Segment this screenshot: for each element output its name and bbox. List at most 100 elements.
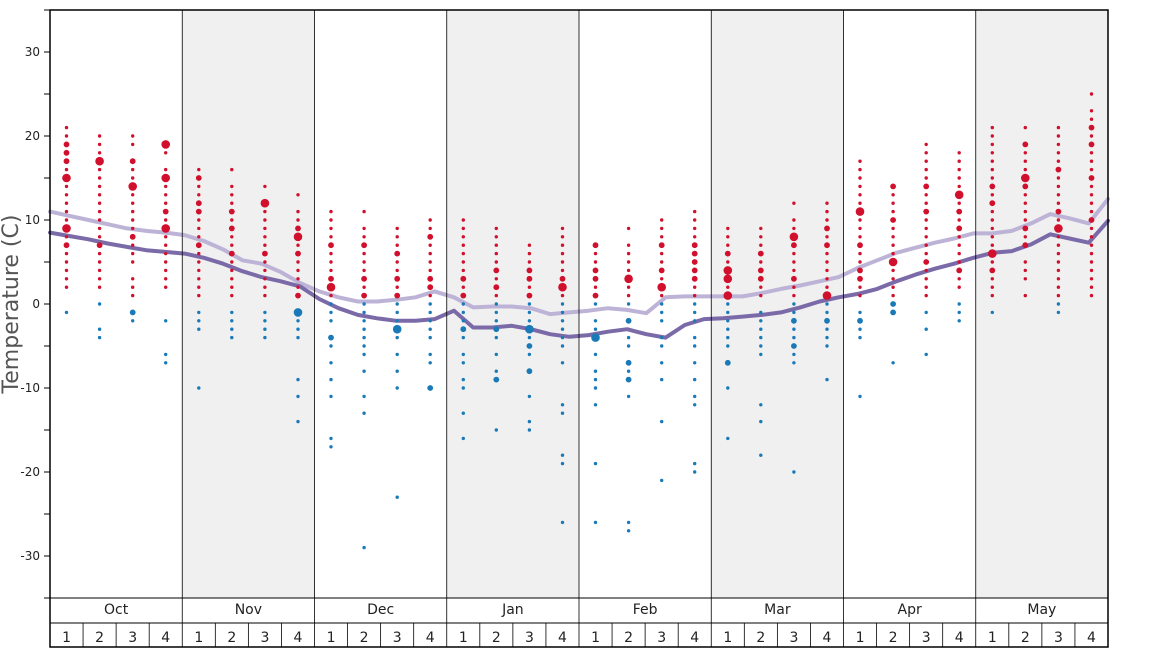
temperature-point <box>1054 224 1063 233</box>
temperature-point <box>626 302 631 306</box>
temperature-point <box>593 327 598 331</box>
temperature-point <box>128 182 137 191</box>
temperature-point <box>329 226 333 231</box>
temperature-point <box>230 310 234 315</box>
temperature-point <box>97 184 102 189</box>
temperature-point <box>263 285 267 289</box>
temperature-point <box>63 158 70 165</box>
temperature-point <box>494 319 498 323</box>
temperature-point <box>693 394 697 399</box>
temperature-point <box>263 319 267 323</box>
temperature-point <box>990 159 994 163</box>
temperature-point <box>293 232 303 242</box>
temperature-point <box>362 235 366 239</box>
temperature-point <box>693 344 697 348</box>
temperature-point <box>657 282 666 292</box>
temperature-point <box>825 218 829 222</box>
temperature-point <box>924 285 928 289</box>
temperature-point <box>296 193 300 197</box>
week-label: 2 <box>492 630 501 646</box>
temperature-point <box>329 293 333 298</box>
temperature-point <box>792 302 796 306</box>
temperature-point <box>494 428 498 432</box>
temperature-point <box>924 201 928 205</box>
temperature-point <box>197 268 201 273</box>
temperature-point <box>131 226 135 231</box>
temperature-point <box>858 285 862 289</box>
temperature-point <box>362 310 366 315</box>
temperature-point <box>957 176 961 180</box>
temperature-point <box>559 275 566 282</box>
temperature-point <box>824 242 830 249</box>
temperature-point <box>626 335 631 340</box>
temperature-point <box>329 302 333 306</box>
temperature-point <box>626 369 631 373</box>
temperature-point <box>624 274 633 284</box>
temperature-point <box>263 335 267 340</box>
temperature-point <box>63 242 70 249</box>
month-label-feb: Feb <box>633 602 658 618</box>
temperature-point <box>263 218 267 222</box>
temperature-point <box>64 310 69 315</box>
week-label: 2 <box>624 630 633 646</box>
temperature-point <box>626 243 631 247</box>
temperature-point <box>1022 183 1029 190</box>
temperature-point <box>988 249 997 258</box>
temperature-point <box>230 327 234 331</box>
temperature-point <box>858 176 862 180</box>
week-label: 3 <box>128 630 137 646</box>
week-label: 3 <box>789 630 798 646</box>
temperature-point <box>660 361 664 365</box>
temperature-point <box>164 218 168 222</box>
temperature-point <box>693 470 697 474</box>
temperature-point <box>527 243 532 247</box>
temperature-point <box>97 251 102 256</box>
temperature-point <box>295 225 301 232</box>
temperature-point <box>195 175 202 181</box>
x-axis: Oct 1 2 3 4 Nov 1 2 3 4 Dec 1 2 3 4 Jan 1 2 3 4 Feb 1 2 3 4 Mar 1 2… <box>50 10 1108 647</box>
y-tick-label: 0 <box>32 297 40 311</box>
temperature-point <box>792 201 796 205</box>
temperature-point <box>329 209 333 214</box>
temperature-point <box>792 335 796 340</box>
temperature-point <box>660 277 664 281</box>
temperature-point <box>197 167 201 172</box>
month-label-jan: Jan <box>501 602 524 618</box>
temperature-point <box>494 277 498 281</box>
temperature-point <box>161 224 170 233</box>
temperature-point <box>792 361 796 365</box>
temperature-point <box>197 184 201 189</box>
temperature-point <box>329 377 333 382</box>
temperature-point <box>1056 142 1061 147</box>
temperature-point <box>660 302 664 306</box>
temperature-point <box>924 293 928 298</box>
temperature-point <box>990 125 994 130</box>
temperature-point <box>1056 218 1061 222</box>
temperature-point <box>97 218 102 222</box>
temperature-point <box>461 310 465 315</box>
temperature-point <box>260 198 270 208</box>
week-label: 4 <box>294 630 303 646</box>
temperature-point <box>97 285 102 289</box>
week-label: 1 <box>856 630 865 646</box>
temperature-point <box>494 302 498 306</box>
temperature-point <box>293 308 303 317</box>
temperature-point <box>924 235 928 239</box>
temperature-point <box>825 327 829 331</box>
temperature-point <box>626 251 631 256</box>
temperature-point <box>362 335 366 340</box>
temperature-point <box>990 243 994 247</box>
temperature-point <box>527 352 532 357</box>
temperature-point <box>527 319 532 323</box>
temperature-point <box>97 167 102 172</box>
temperature-point <box>726 436 730 441</box>
temperature-point <box>230 319 234 323</box>
temperature-point <box>428 335 432 340</box>
temperature-point <box>230 167 234 172</box>
temperature-point <box>560 453 565 457</box>
temperature-point <box>328 334 334 341</box>
temperature-point <box>428 268 432 273</box>
temperature-point <box>62 173 71 183</box>
temperature-point <box>362 260 366 264</box>
